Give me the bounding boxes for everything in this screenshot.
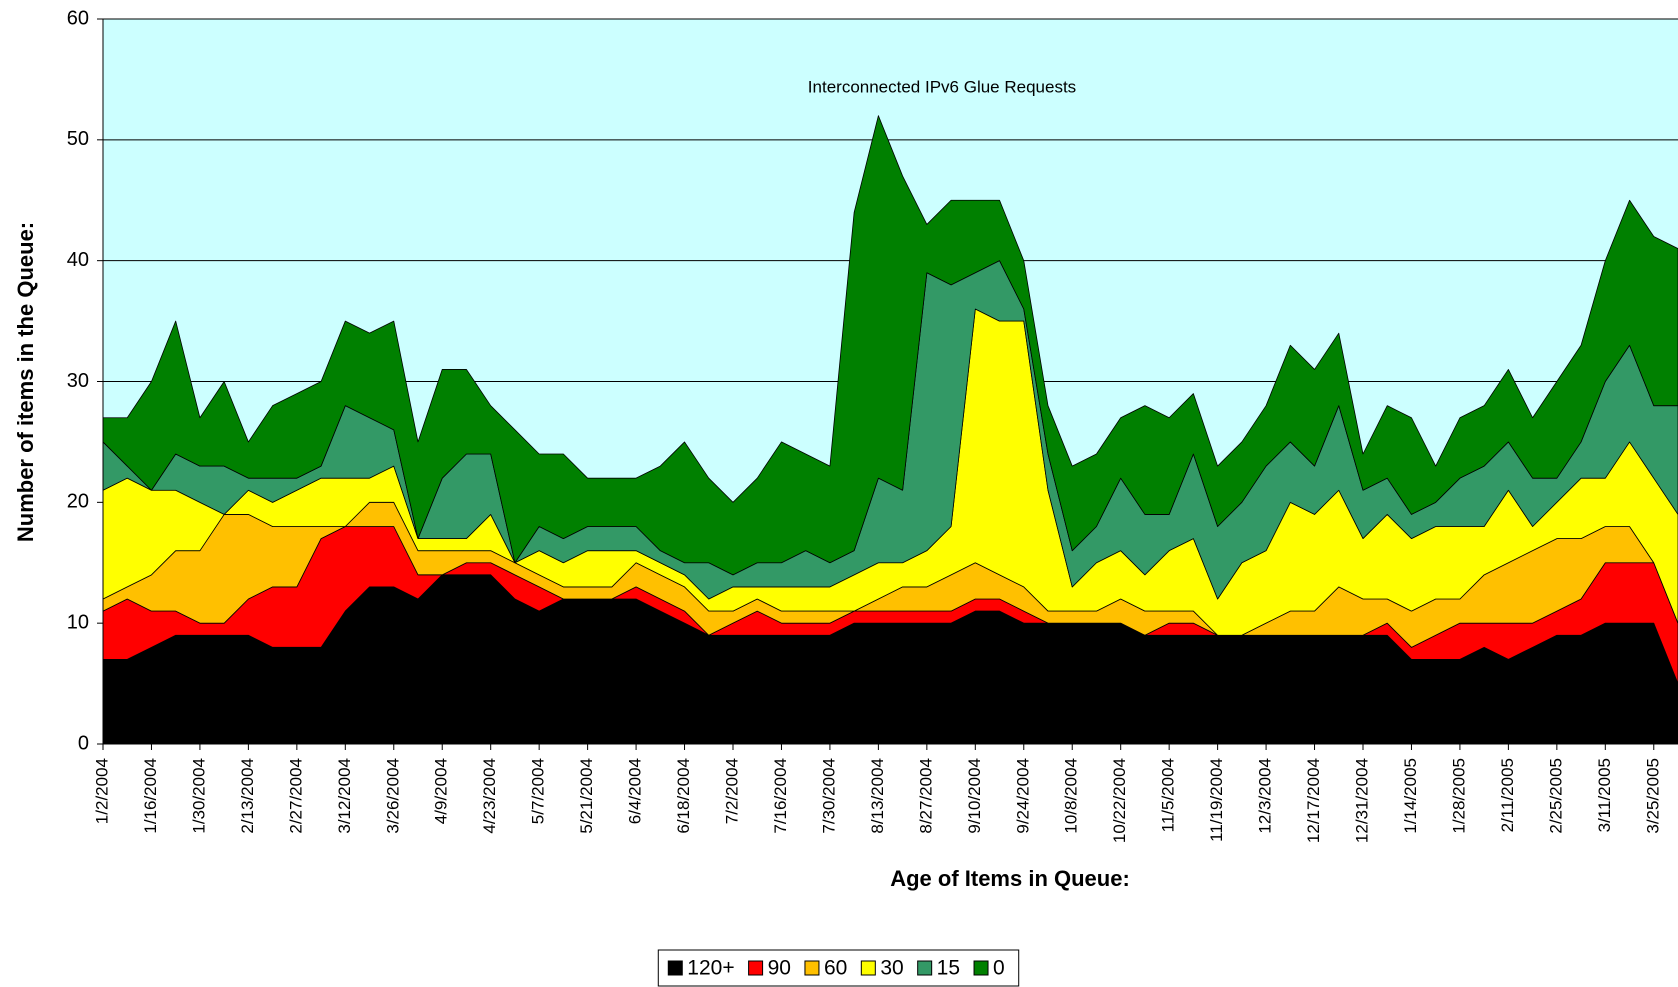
legend-swatch xyxy=(860,960,876,976)
x-tick-label: 1/2/2004 xyxy=(92,758,111,824)
y-axis-label: Number of items in the Queue: xyxy=(13,222,38,542)
x-tick-label: 3/25/2005 xyxy=(1643,758,1662,834)
legend-label: 90 xyxy=(768,957,791,980)
legend-swatch xyxy=(917,960,933,976)
legend-box xyxy=(657,949,1020,987)
chart-title: Interconnected IPv6 Glue Requests xyxy=(808,77,1076,96)
x-tick-label: 2/11/2005 xyxy=(1498,758,1517,832)
area xyxy=(102,115,1678,576)
x-tick-label: 12/31/2004 xyxy=(1352,758,1371,843)
x-tick-label: 6/18/2004 xyxy=(674,758,693,834)
x-tick-label: 1/14/2005 xyxy=(1401,758,1420,834)
legend-label: 0 xyxy=(993,957,1005,980)
x-tick-label: 10/8/2004 xyxy=(1062,758,1081,834)
x-tick-label: 9/10/2004 xyxy=(965,758,984,834)
x-tick-label: 2/25/2005 xyxy=(1546,758,1565,834)
x-tick-label: 12/3/2004 xyxy=(1256,758,1275,834)
legend-swatch xyxy=(748,960,764,976)
x-tick-label: 1/16/2004 xyxy=(141,758,160,834)
x-axis-label: Age of Items in Queue: xyxy=(890,866,1130,891)
y-tick-label: 20 xyxy=(67,491,89,513)
x-tick-label: 4/23/2004 xyxy=(480,758,499,834)
legend: 120+ 90 60 30 15 0 xyxy=(657,949,1020,987)
x-tick-label: 7/2/2004 xyxy=(722,758,741,824)
y-tick-label: 0 xyxy=(78,732,89,754)
y-tick-label: 50 xyxy=(67,128,89,150)
y-tick-label: 30 xyxy=(67,370,89,392)
x-tick-label: 1/28/2005 xyxy=(1449,758,1468,834)
x-tick-label: 1/30/2004 xyxy=(189,758,208,834)
x-tick-label: 5/7/2004 xyxy=(529,758,548,824)
legend-label: 120+ xyxy=(687,957,734,980)
x-tick-label: 12/17/2004 xyxy=(1304,758,1323,843)
x-tick-label: 5/21/2004 xyxy=(577,758,596,834)
legend-label: 60 xyxy=(824,957,847,980)
x-tick-label: 11/19/2004 xyxy=(1207,758,1226,842)
x-tick-label: 8/27/2004 xyxy=(916,758,935,834)
x-tick-label: 2/13/2004 xyxy=(238,758,257,834)
x-tick-label: 8/13/2004 xyxy=(868,758,887,834)
legend-label: 30 xyxy=(880,957,903,980)
legend-swatch xyxy=(973,960,989,976)
x-tick-label: 4/9/2004 xyxy=(432,758,451,824)
x-tick-label: 7/16/2004 xyxy=(771,758,790,834)
legend-swatch xyxy=(667,960,683,976)
y-tick-label: 10 xyxy=(67,611,89,633)
x-tick-label: 6/4/2004 xyxy=(626,758,645,824)
legend-label: 15 xyxy=(937,957,960,980)
x-tick-label: 7/30/2004 xyxy=(819,758,838,834)
x-tick-label: 11/5/2004 xyxy=(1159,758,1178,832)
legend-swatch xyxy=(804,960,820,976)
x-tick-label: 3/26/2004 xyxy=(383,758,402,834)
x-tick-label: 3/12/2004 xyxy=(335,758,354,834)
y-tick-label: 60 xyxy=(67,7,89,29)
x-tick-label: 2/27/2004 xyxy=(286,758,305,834)
x-tick-label: 10/22/2004 xyxy=(1110,758,1129,843)
x-tick-label: 9/24/2004 xyxy=(1013,758,1032,834)
y-tick-label: 40 xyxy=(67,249,89,271)
x-tick-label: 3/11/2005 xyxy=(1595,758,1614,832)
